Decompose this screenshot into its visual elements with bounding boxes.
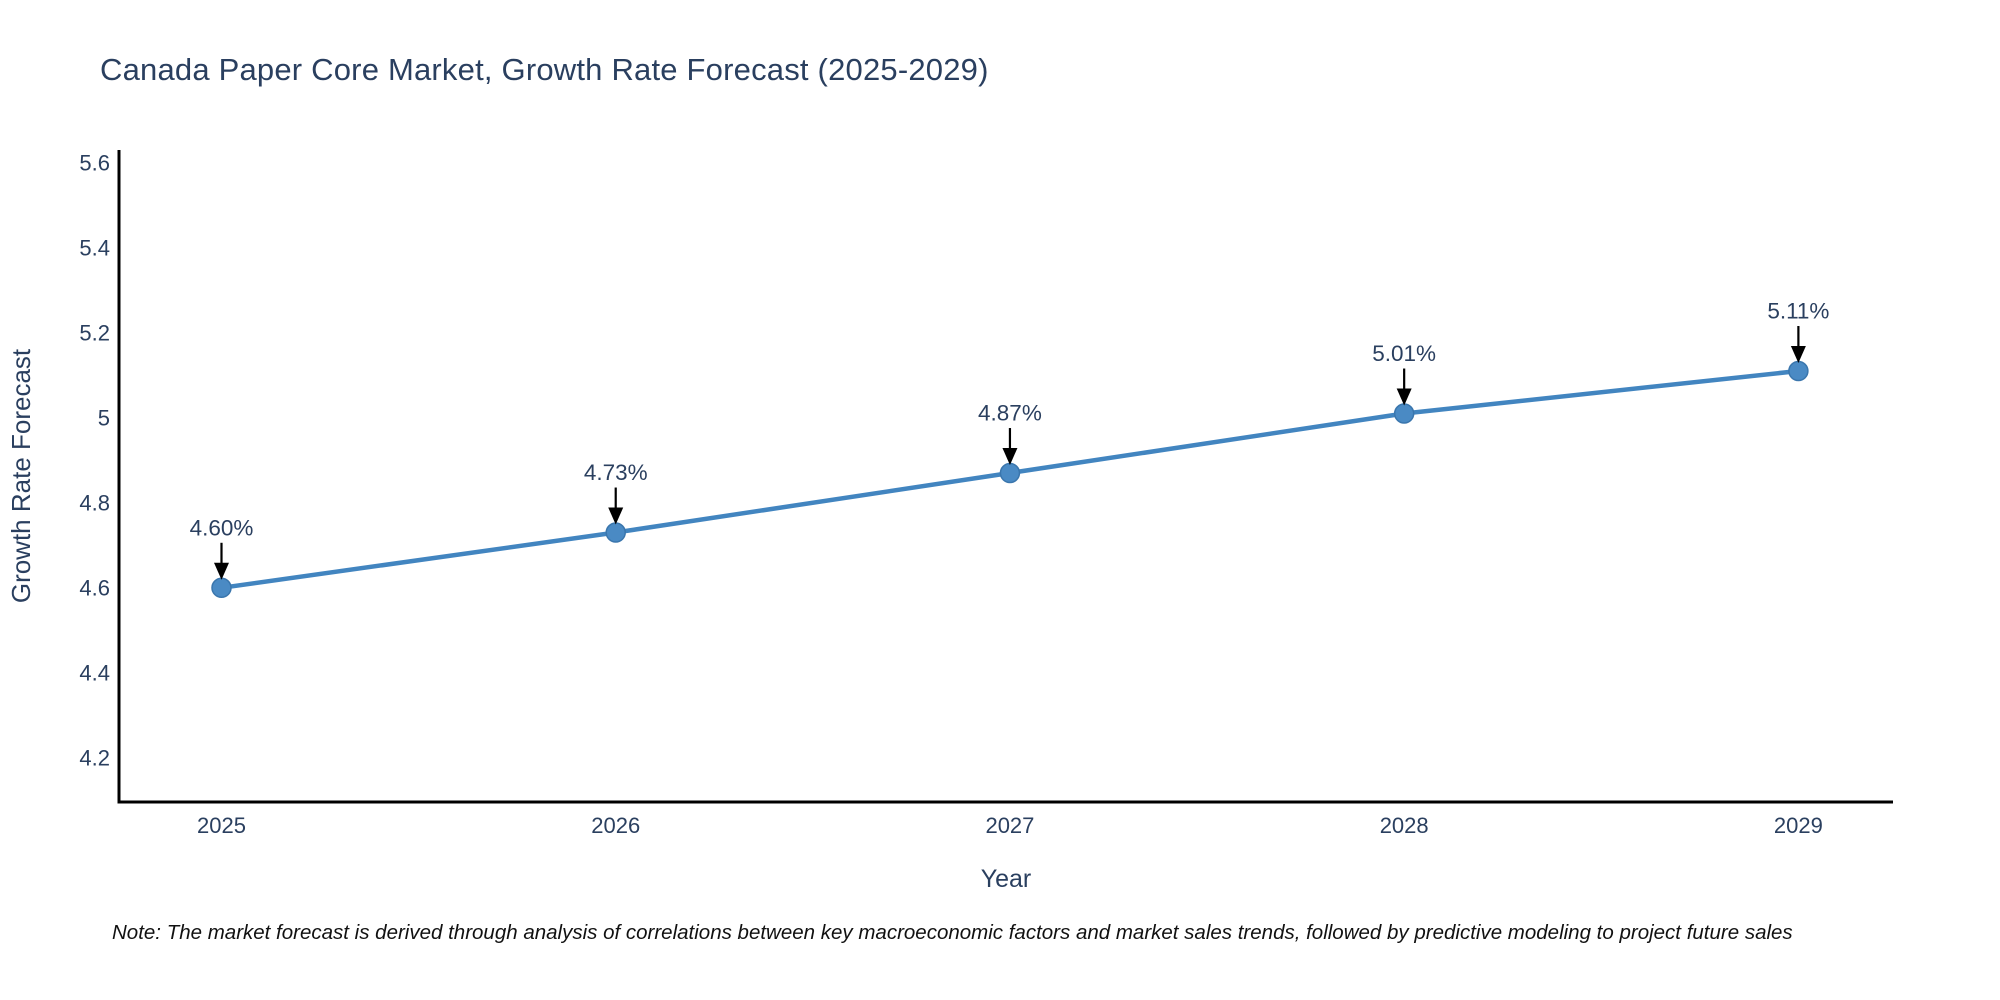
- footnote: Note: The market forecast is derived thr…: [112, 921, 1793, 944]
- annotation-arrowhead: [1790, 346, 1806, 364]
- x-tick-label: 2028: [1380, 813, 1429, 838]
- annotation-label: 4.87%: [978, 401, 1042, 426]
- y-tick-label: 4.4: [79, 660, 110, 685]
- x-axis-title: Year: [981, 865, 1032, 893]
- data-point-marker: [605, 522, 626, 543]
- y-tick-label: 4.6: [79, 575, 110, 600]
- annotation-label: 5.01%: [1372, 341, 1436, 366]
- data-point-marker: [999, 462, 1021, 484]
- y-tick-label: 4.8: [79, 490, 110, 515]
- annotation-label: 4.73%: [584, 460, 648, 485]
- data-point-marker: [1393, 403, 1415, 424]
- x-tick-label: 2029: [1774, 813, 1823, 838]
- annotation-arrowhead: [213, 562, 229, 580]
- y-tick-label: 5: [98, 405, 110, 430]
- x-tick-label: 2026: [591, 813, 640, 838]
- y-axis-title: Growth Rate Forecast: [6, 348, 36, 603]
- x-tick-label: 2025: [197, 813, 246, 838]
- y-tick-label: 5.2: [79, 320, 110, 345]
- x-tick-label: 2027: [985, 813, 1034, 838]
- data-point-marker: [1788, 360, 1809, 382]
- annotation-label: 5.11%: [1767, 299, 1829, 324]
- annotation-arrowhead: [1002, 448, 1018, 466]
- data-point-marker: [211, 577, 232, 599]
- annotation-arrowhead: [608, 507, 624, 525]
- chart-title: Canada Paper Core Market, Growth Rate Fo…: [100, 52, 989, 87]
- y-tick-label: 5.6: [79, 150, 110, 175]
- annotation-arrowhead: [1396, 388, 1412, 406]
- annotation-label: 4.60%: [190, 515, 254, 540]
- y-tick-label: 5.4: [79, 235, 110, 260]
- y-tick-label: 4.2: [79, 745, 110, 770]
